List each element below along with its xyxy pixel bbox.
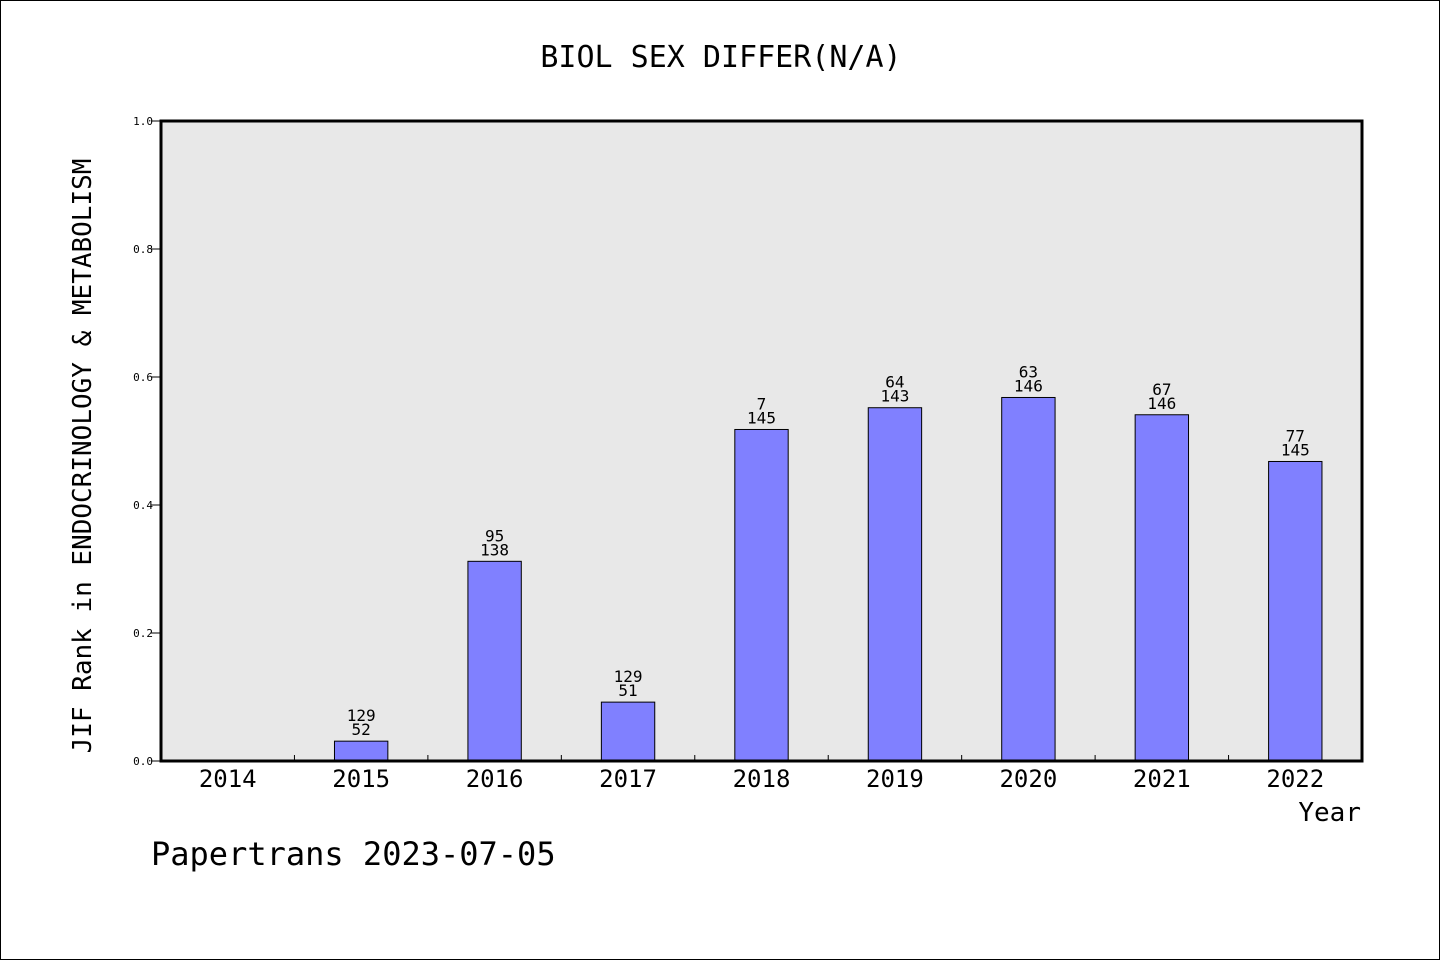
x-tick-label: 2018 xyxy=(733,765,791,793)
x-tick-label: 2021 xyxy=(1133,765,1191,793)
bar-2016 xyxy=(467,560,522,762)
y-tick-label: 0.8 xyxy=(133,243,153,256)
bar-label-rank: 77 xyxy=(1286,426,1305,445)
bar-label-rank: 129 xyxy=(347,706,376,725)
bar-label-total: 145 xyxy=(1281,440,1310,459)
x-axis-label: Year xyxy=(1298,798,1361,828)
bar-label-rank: 64 xyxy=(885,373,904,392)
y-tick-label: 1.0 xyxy=(133,115,153,128)
bar-2019 xyxy=(867,407,923,762)
plot-border xyxy=(159,119,1364,763)
x-axis: 2014 2015 2016 2017 2018 2019 2020 2021 2022 xyxy=(199,755,1324,793)
bars-group xyxy=(333,396,1323,762)
bar-label-rank: 129 xyxy=(614,667,643,686)
bar-2020 xyxy=(1001,396,1056,762)
x-tick-label: 2017 xyxy=(599,765,657,793)
x-tick-label: 2020 xyxy=(999,765,1057,793)
bar-label-total: 52 xyxy=(352,720,371,739)
y-axis: 0.0 0.2 0.4 0.6 0.8 1.0 xyxy=(133,115,161,768)
y-tick-label: 0.6 xyxy=(133,371,153,384)
y-tick-label: 0.4 xyxy=(133,499,153,512)
bar-label-total: 146 xyxy=(1147,394,1176,413)
x-tick-label: 2014 xyxy=(199,765,257,793)
bar-label-rank: 63 xyxy=(1019,362,1038,381)
bar-label-rank: 7 xyxy=(757,394,767,413)
x-tick-label: 2019 xyxy=(866,765,924,793)
x-tick-label: 2015 xyxy=(332,765,390,793)
bar-2017 xyxy=(600,701,656,762)
bar-2018 xyxy=(734,428,789,762)
bar-label-total: 146 xyxy=(1014,376,1043,395)
bar-label-total: 138 xyxy=(480,540,509,559)
bar-label-total: 143 xyxy=(880,387,909,406)
x-tick-label: 2016 xyxy=(466,765,524,793)
x-tick-label: 2022 xyxy=(1266,765,1324,793)
bar-label-rank: 95 xyxy=(485,526,504,545)
y-tick-label: 0.0 xyxy=(133,755,153,768)
bar-2021 xyxy=(1134,414,1190,762)
bar-label-total: 145 xyxy=(747,408,776,427)
bar-2015 xyxy=(333,740,389,762)
bar-label-total: 51 xyxy=(618,681,637,700)
bar-label-rank: 67 xyxy=(1152,380,1171,399)
y-axis-label: JIF Rank in ENDOCRINOLOGY & METABOLISM xyxy=(68,159,98,754)
y-tick-label: 0.2 xyxy=(133,627,153,640)
footer-watermark: Papertrans 2023-07-05 xyxy=(151,835,556,873)
bar-2022 xyxy=(1268,460,1323,762)
chart-title: BIOL SEX DIFFER(N/A) xyxy=(540,40,901,75)
